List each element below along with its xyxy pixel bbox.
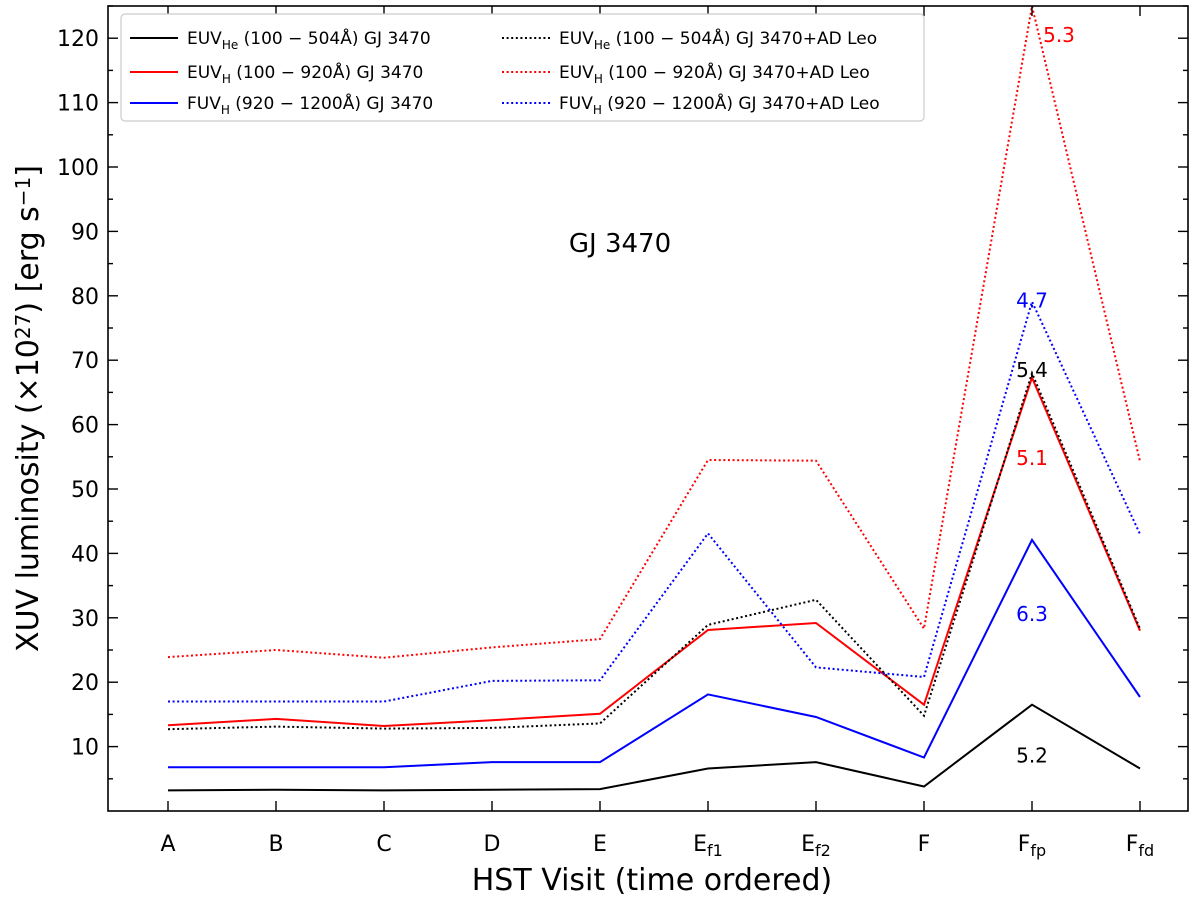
- y-tick-label: 70: [71, 349, 99, 374]
- annotation-label-5: 5.2: [1016, 744, 1048, 768]
- y-axis: 10 20 30 40 50 60 70 80 90 100 110 120: [57, 5, 1188, 780]
- annotation-label-4: 6.3: [1016, 602, 1048, 626]
- y-tick-label: 100: [57, 156, 99, 181]
- annotation-label-3: 5.1: [1016, 446, 1048, 470]
- series-line-2: [168, 537, 1141, 769]
- legend-entry-5: FUVH (920 − 1200Å) GJ 3470+AD Leo: [559, 92, 880, 117]
- series-line-4: [167, 5, 1141, 659]
- y-tick-label: 20: [71, 671, 99, 696]
- y-tick-label: 80: [71, 285, 99, 310]
- series-line-0: [167, 703, 1141, 792]
- legend-entry-2: FUVH (920 − 1200Å) GJ 3470: [187, 92, 433, 117]
- x-tick-label: Ffp: [1018, 832, 1046, 860]
- x-tick-label: Ef1: [693, 832, 723, 860]
- x-tick-label: F: [918, 832, 931, 857]
- annotations: 5.3 4.7 5.4 5.1 6.3 5.2: [1016, 23, 1075, 768]
- y-tick-label: 50: [71, 478, 99, 503]
- plot-frame: [107, 5, 1189, 812]
- y-tick-label: 40: [71, 542, 99, 567]
- x-tick-label: D: [484, 832, 501, 857]
- annotation-label-2: 5.4: [1016, 358, 1048, 382]
- annotation-label-0: 5.3: [1043, 23, 1075, 47]
- legend-entry-4: EUVH (100 − 920Å) GJ 3470+AD Leo: [559, 61, 870, 86]
- y-axis-title: XUV luminosity (×1027) [erg s−1]: [11, 165, 46, 652]
- chart-title: GJ 3470: [569, 229, 671, 259]
- x-tick-label: C: [376, 832, 391, 857]
- y-tick-label: 60: [71, 414, 99, 439]
- y-tick-label: 90: [71, 220, 99, 245]
- y-tick-label: 110: [57, 92, 99, 117]
- series-line-5: [168, 298, 1141, 703]
- y-tick-label: 120: [57, 27, 99, 52]
- x-tick-label: E: [593, 832, 607, 857]
- x-tick-label: Ffd: [1126, 832, 1154, 860]
- legend-entry-3: EUVHe (100 − 504Å) GJ 3470+AD Leo: [559, 27, 877, 52]
- x-tick-label: B: [268, 832, 283, 857]
- legend-box: [120, 13, 925, 122]
- x-tick-label: Ef2: [801, 832, 831, 860]
- legend-entry-1: EUVH (100 − 920Å) GJ 3470: [187, 61, 423, 86]
- legend: EUVHe (100 − 504Å) GJ 3470 EUVH (100 − 92…: [120, 13, 925, 122]
- series-lines: [167, 5, 1141, 792]
- annotation-label-1: 4.7: [1016, 288, 1048, 312]
- x-tick-label: A: [160, 832, 175, 857]
- y-tick-label: 10: [71, 736, 99, 761]
- y-tick-label: 30: [71, 607, 99, 632]
- x-axis: A B C D E Ef1 Ef2 F Ffp Ffd: [160, 6, 1154, 860]
- series-line-3: [167, 370, 1141, 731]
- x-axis-title: HST Visit (time ordered): [472, 863, 832, 898]
- legend-entry-0: EUVHe (100 − 504Å) GJ 3470: [187, 27, 431, 52]
- series-line-1: [167, 374, 1141, 728]
